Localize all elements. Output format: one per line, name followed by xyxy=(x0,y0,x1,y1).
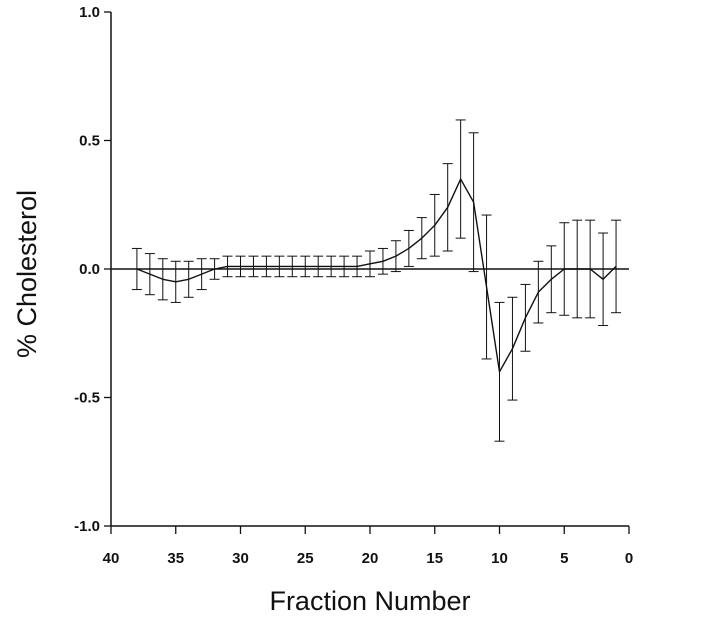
y-axis-title: % Cholesterol xyxy=(12,190,42,358)
y-tick-label: 1.0 xyxy=(79,4,100,21)
x-tick-label: 20 xyxy=(362,550,379,567)
x-tick-label: 15 xyxy=(426,550,443,567)
y-tick-label: 0.5 xyxy=(79,133,100,150)
y-tick-label: 0.0 xyxy=(79,261,100,278)
x-axis-title: Fraction Number xyxy=(269,586,470,616)
x-tick-label: 25 xyxy=(297,550,314,567)
y-tick-label: -1.0 xyxy=(74,518,100,535)
x-tick-label: 5 xyxy=(560,550,568,567)
x-tick-label: 0 xyxy=(625,550,633,567)
series-line xyxy=(136,178,617,373)
y-tick-label: -0.5 xyxy=(74,390,100,407)
x-tick-label: 10 xyxy=(491,550,508,567)
x-tick-label: 40 xyxy=(103,550,120,567)
x-tick-label: 30 xyxy=(232,550,249,567)
x-tick-label: 35 xyxy=(167,550,184,567)
